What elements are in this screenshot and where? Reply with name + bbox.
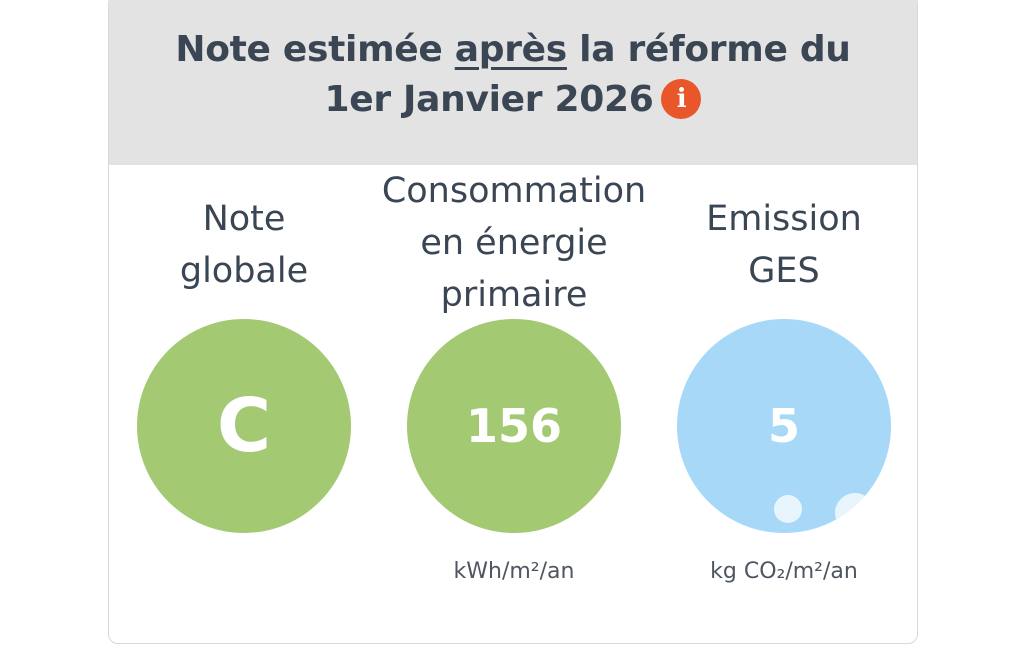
info-icon[interactable]: i — [661, 79, 702, 119]
metric-title-line: Consommation — [381, 171, 647, 211]
rating-circle: C — [137, 319, 351, 533]
metric-title: Consommation en énergie primaire — [379, 165, 649, 321]
rating-value: C — [216, 383, 272, 469]
bubble-decoration — [835, 493, 875, 533]
header-title-emphasis: après — [454, 29, 567, 70]
emission-value: 5 — [767, 399, 800, 453]
header-title-part1: Note estimée — [175, 29, 443, 70]
metric-title-line: Emission — [706, 199, 862, 239]
metric-consommation: Consommation en énergie primaire 156 kWh… — [379, 165, 649, 643]
metric-title-line: primaire — [440, 275, 588, 315]
consumption-circle: 156 — [407, 319, 621, 533]
metric-title: Emission GES — [649, 193, 917, 297]
card-header: Note estimée après la réforme du 1er Jan… — [109, 0, 917, 165]
metric-note-globale: Note globale C — [109, 165, 379, 643]
header-title-line1: Note estimée après la réforme du — [109, 29, 917, 70]
metric-emission-ges: Emission GES 5 kg CO₂/m²/an — [649, 165, 917, 643]
bubble-decoration — [774, 495, 802, 523]
metric-title-line: GES — [748, 251, 820, 291]
metric-unit: kWh/m²/an — [453, 559, 575, 584]
metric-title-line: Note — [202, 199, 286, 239]
consumption-value: 156 — [465, 399, 563, 453]
header-title-line2: 1er Janvier 2026 i — [109, 79, 917, 120]
metric-title-line: en énergie — [420, 223, 608, 263]
metric-title-line: globale — [179, 251, 309, 291]
header-title-part2: la réforme du — [579, 29, 851, 70]
metric-unit: kg CO₂/m²/an — [710, 559, 858, 584]
emission-circle: 5 — [677, 319, 891, 533]
metric-title: Note globale — [109, 193, 379, 297]
energy-rating-card: Note estimée après la réforme du 1er Jan… — [108, 0, 918, 644]
header-date: 1er Janvier 2026 — [324, 79, 654, 120]
